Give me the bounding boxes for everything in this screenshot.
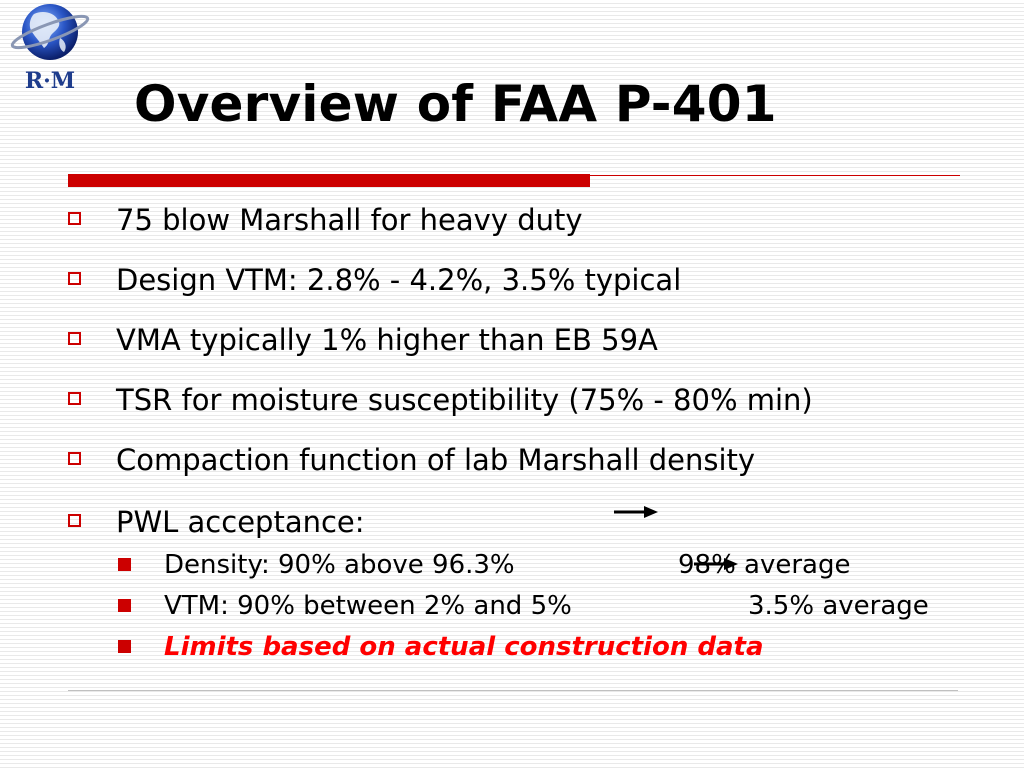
- hollow-square-bullet-icon: [68, 392, 81, 405]
- sub-bullet-label: VTM: 90% between 2% and 5%: [164, 591, 572, 621]
- bullet-text: VMA typically 1% higher than EB 59A: [116, 323, 658, 357]
- bullet-text: Design VTM: 2.8% - 4.2%, 3.5% typical: [116, 263, 682, 297]
- sub-bullet-label: Density: 90% above 96.3%: [164, 550, 515, 580]
- bullet-text: Compaction function of lab Marshall dens…: [116, 443, 756, 477]
- right-arrow-icon: [694, 558, 738, 570]
- right-arrow-icon: [614, 506, 658, 518]
- bullet-text: PWL acceptance:: [116, 505, 365, 539]
- hollow-square-bullet-icon: [68, 332, 81, 345]
- hollow-square-bullet-icon: [68, 514, 81, 527]
- globe-icon: R·M: [10, 4, 90, 94]
- slide-title: Overview of FAA P-401: [134, 75, 777, 133]
- bullet-text: TSR for moisture susceptibility (75% - 8…: [116, 383, 813, 417]
- sub-bullet-value: 3.5% average: [748, 591, 929, 621]
- logo-text: R·M: [25, 68, 75, 94]
- hollow-square-bullet-icon: [68, 272, 81, 285]
- solid-square-bullet-icon: [118, 640, 131, 653]
- solid-square-bullet-icon: [118, 599, 131, 612]
- sub-bullet-value: 98% average: [678, 550, 851, 580]
- bullet-text: 75 blow Marshall for heavy duty: [116, 203, 583, 237]
- company-logo: R·M: [4, 2, 96, 94]
- title-underline-rule: [590, 175, 960, 176]
- solid-square-bullet-icon: [118, 558, 131, 571]
- hollow-square-bullet-icon: [68, 452, 81, 465]
- title-underline-bar: [68, 174, 590, 187]
- hollow-square-bullet-icon: [68, 212, 81, 225]
- footer-divider: [68, 690, 958, 691]
- sub-bullet-emphasis-label: Limits based on actual construction data: [164, 632, 764, 662]
